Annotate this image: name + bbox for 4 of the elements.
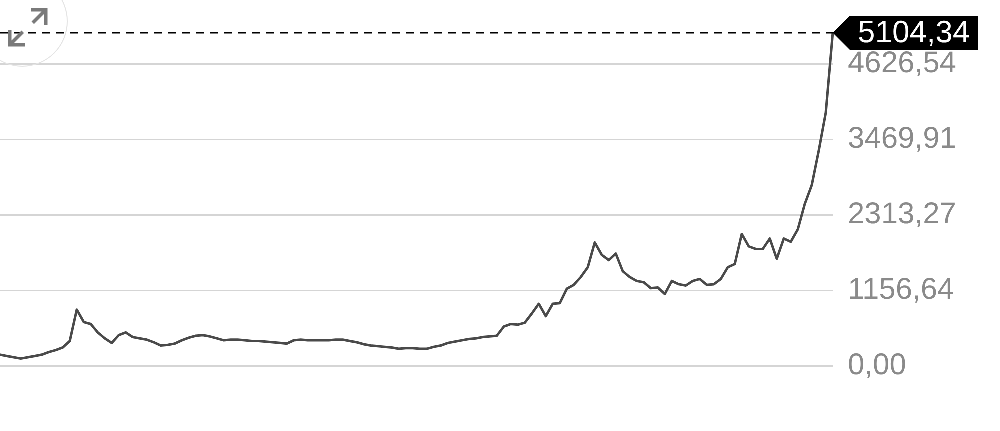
- y-tick-label: 1156,64: [848, 272, 954, 306]
- y-tick-label: 3469,91: [848, 122, 956, 155]
- y-tick-label: 0,00: [848, 348, 906, 382]
- y-tick-label: 2313,27: [848, 197, 956, 230]
